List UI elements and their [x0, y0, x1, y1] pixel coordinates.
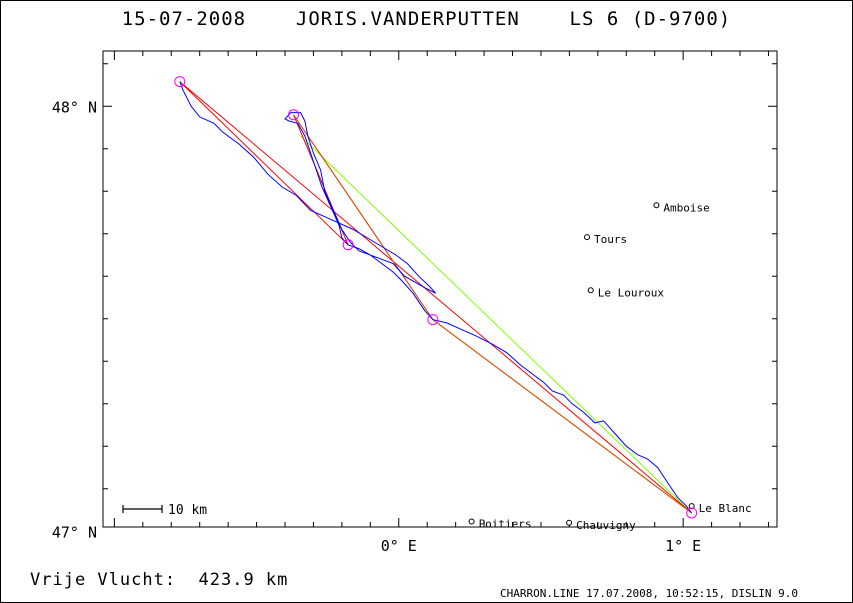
city-dot [653, 202, 660, 209]
y-tick-label: 47° N [52, 523, 97, 541]
scale-bar: 10 km [122, 503, 207, 518]
closing-line [300, 135, 693, 514]
x-tick-label: 1° E [665, 537, 701, 555]
gps-track [179, 81, 693, 514]
turnpoint-markers [174, 76, 698, 519]
turnpoint-circle [427, 314, 439, 326]
axis-ticks [103, 51, 777, 527]
city-label: Amboise [663, 201, 709, 214]
city-label: Le Blanc [699, 502, 752, 515]
chart-title: 15-07-2008 JORIS.VANDERPUTTEN LS 6 (D-97… [121, 8, 732, 30]
city-dot [587, 287, 594, 294]
city-markers: Amboise Tours Le Louroux Poitiers Chauvigny L… [468, 201, 752, 532]
city-label: Tours [594, 233, 627, 246]
turnpoint-circle [686, 507, 698, 519]
free-flight-distance: Vrije Vlucht: 423.9 km [30, 570, 289, 590]
turnpoint-circle [174, 76, 186, 88]
course-leg-alt [293, 114, 692, 514]
city-dot [584, 234, 591, 241]
scale-bar-label: 10 km [168, 503, 207, 518]
city-label: Chauvigny [576, 519, 636, 532]
city-dot [468, 518, 475, 525]
axis-labels: 0° E 1° E 48° N 47° N [52, 98, 701, 555]
y-tick-label: 48° N [52, 98, 97, 116]
x-tick-label: 0° E [381, 537, 417, 555]
plot-stamp: CHARRON.LINE 17.07.2008, 10:52:15, DISLI… [500, 587, 799, 600]
city-label: Poitiers [479, 517, 532, 530]
turnpoint-circle [342, 239, 354, 251]
city-dot [566, 519, 573, 526]
flight-lines [179, 81, 693, 514]
turnpoint-circle [288, 109, 300, 121]
city-label: Le Louroux [598, 286, 665, 299]
plot-area [102, 50, 778, 528]
city-dot [688, 503, 695, 510]
